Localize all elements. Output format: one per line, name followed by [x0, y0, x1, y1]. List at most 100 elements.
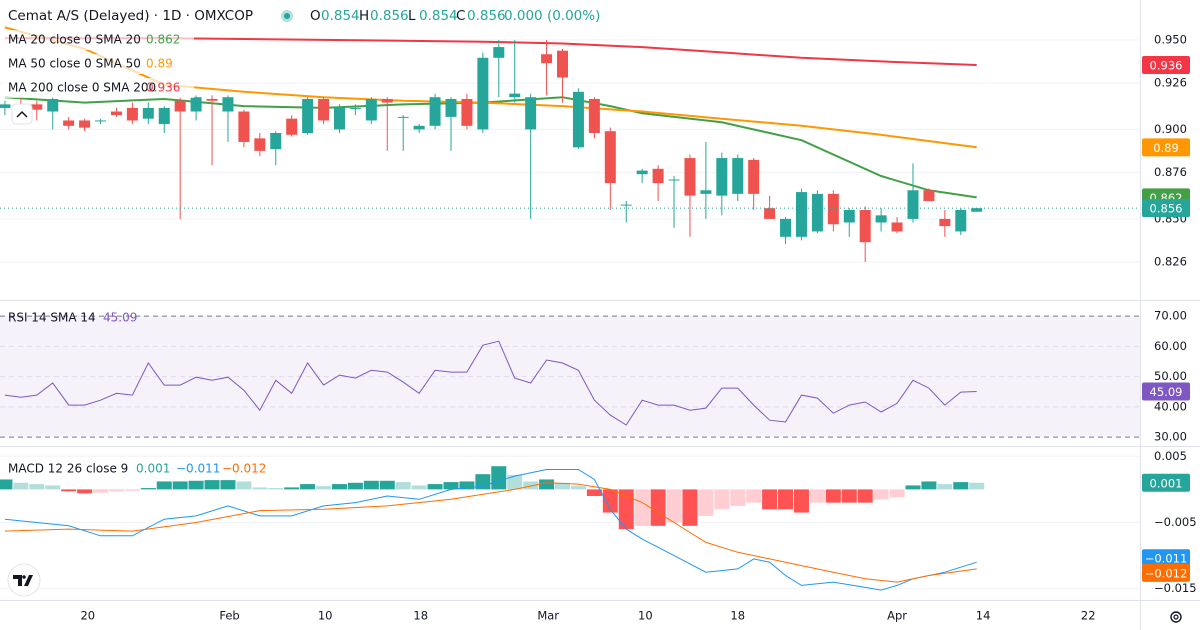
- market-status-dot: [284, 13, 290, 19]
- logo: [13, 575, 33, 586]
- macd-line: [4, 469, 977, 591]
- candle-body: [302, 98, 314, 133]
- histogram-bar: [762, 489, 778, 510]
- candle-body: [286, 118, 298, 135]
- histogram-bar: [889, 489, 905, 498]
- histogram-bar: [937, 484, 953, 490]
- histogram-bar: [140, 488, 156, 490]
- logo-badge[interactable]: [7, 563, 41, 597]
- macd-tag-label: −0.012: [1145, 566, 1188, 580]
- histogram-bar: [443, 482, 459, 490]
- histogram-bar: [969, 482, 985, 490]
- candle-body: [381, 98, 393, 103]
- histogram-bar: [555, 482, 571, 490]
- histogram-bar: [284, 487, 300, 490]
- plot-layer: [0, 26, 1140, 591]
- histogram-bar: [252, 487, 268, 490]
- settings-gear-hub: [1173, 614, 1179, 620]
- macd-tag-label: −0.011: [1145, 552, 1188, 566]
- candle-body: [620, 204, 632, 206]
- histogram-bar: [204, 480, 220, 490]
- candle-body: [63, 120, 75, 126]
- x-tick-label: 22: [1081, 609, 1096, 623]
- candle-body: [142, 107, 154, 119]
- candle-body: [349, 107, 361, 109]
- candle-body: [238, 111, 250, 142]
- histogram-tag: [1142, 473, 1190, 492]
- histogram-bar: [539, 479, 555, 490]
- histogram-bar: [156, 481, 172, 490]
- candle-body: [79, 120, 91, 128]
- collapse-button[interactable]: [11, 103, 33, 125]
- histogram-bar: [778, 489, 794, 510]
- histogram-bar: [13, 482, 29, 490]
- candle-body: [588, 98, 600, 133]
- ma-tag: [1142, 138, 1190, 157]
- ohlc-label: C: [456, 8, 465, 24]
- candle-body: [557, 50, 569, 78]
- ohlc-label: L: [408, 8, 416, 24]
- candle-body: [333, 107, 345, 130]
- candle-body: [413, 125, 425, 130]
- histogram-bar: [29, 484, 45, 490]
- candle-body: [795, 192, 807, 237]
- histogram-bar: [363, 480, 379, 490]
- overlay-layer: 20 Feb 10 18 Mar 10 18 Apr 14 22 0.950 0.926 0.900 0.…: [2, 4, 1197, 623]
- candle-body: [509, 93, 521, 98]
- histogram-bar: [634, 489, 650, 526]
- candle-body: [222, 97, 234, 112]
- candle-body: [684, 158, 696, 196]
- histogram-bar: [108, 489, 124, 492]
- histogram-bar: [507, 474, 523, 490]
- legend-value: −0.012: [222, 462, 266, 476]
- candle-body: [939, 218, 951, 227]
- candle-body: [572, 91, 584, 148]
- logo-dot: [22, 575, 26, 579]
- legend-value: −0.011: [176, 462, 220, 476]
- y-tick-label: 0.900: [1154, 122, 1187, 136]
- ohlc-value: 0.854: [419, 8, 458, 24]
- ohlc-label: H: [359, 8, 369, 24]
- candle-body: [827, 193, 839, 225]
- ohlc-label: O: [310, 8, 321, 24]
- histogram-bar: [602, 489, 618, 513]
- x-tick-label: 10: [638, 609, 653, 623]
- candle-body: [764, 208, 776, 219]
- histogram-bar: [570, 486, 586, 490]
- x-tick-label: 10: [318, 609, 333, 623]
- candle-body: [190, 97, 202, 112]
- candle-body: [174, 100, 186, 112]
- histogram-bar: [411, 485, 427, 490]
- signal-line: [4, 482, 977, 583]
- legend-entry: MA 200 close 0 SMA 200: [8, 81, 156, 95]
- legend-value: 0.936: [146, 81, 180, 95]
- legend-entry: MACD 12 26 close 9: [8, 462, 128, 476]
- legend-entry: RSI 14 SMA 14: [8, 311, 96, 325]
- price-tag: [1142, 199, 1190, 218]
- histogram-bar: [905, 485, 921, 490]
- y-tick-label: 40.00: [1154, 399, 1187, 413]
- ohlc-value: 0.856: [370, 8, 409, 24]
- ohlc-value: 0.856: [467, 8, 506, 24]
- ma-line: [4, 37, 977, 66]
- histogram-bar: [650, 489, 666, 526]
- ma-tag: [1142, 55, 1190, 74]
- histogram-bar: [618, 489, 634, 530]
- histogram-bar: [793, 489, 809, 513]
- candle-body: [461, 98, 473, 126]
- histogram-bar: [730, 489, 746, 506]
- y-tick-label: 0.876: [1154, 165, 1187, 179]
- candle-body: [493, 47, 505, 58]
- histogram-bar: [77, 489, 93, 494]
- chart-title: Cemat A/S (Delayed) · 1D · OMXCOP: [8, 8, 253, 24]
- histogram-bar: [220, 480, 236, 490]
- candle-body: [700, 190, 712, 194]
- histogram-bar: [523, 481, 539, 490]
- candle-body: [126, 107, 138, 121]
- histogram-bar: [300, 484, 316, 490]
- settings-icon[interactable]: [1170, 611, 1182, 623]
- histogram-bar: [857, 489, 873, 503]
- macd-tag: [1142, 549, 1190, 568]
- histogram-bar: [459, 481, 475, 490]
